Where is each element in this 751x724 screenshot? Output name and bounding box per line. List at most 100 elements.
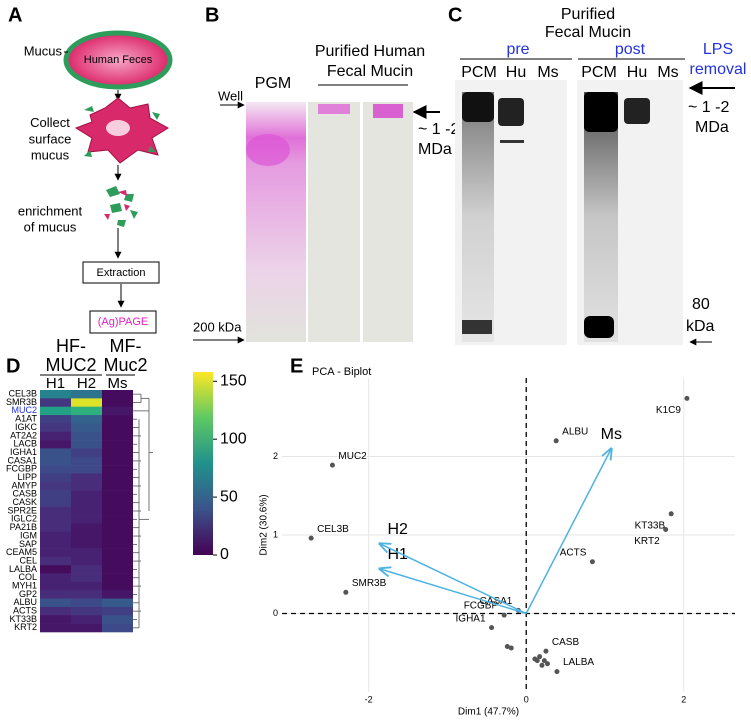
heat-cell	[71, 590, 102, 599]
row-label: COL	[18, 572, 37, 582]
heat-cell	[102, 448, 133, 458]
heat-cell	[40, 531, 71, 541]
row-label: GP2	[19, 589, 37, 599]
row-label: IGM	[20, 530, 37, 540]
heat-cell	[40, 515, 71, 524]
vector	[525, 449, 611, 614]
column-label: H2	[77, 375, 96, 392]
heat-cell	[71, 623, 102, 633]
label: Purified Human	[315, 43, 425, 60]
row-label: CEL3B	[8, 389, 37, 399]
heat-cell	[71, 423, 102, 433]
heat-cell	[40, 590, 71, 599]
heat-cell	[102, 540, 133, 549]
point	[668, 511, 674, 517]
heat-cell	[40, 540, 71, 549]
heat-cell	[40, 506, 71, 516]
group-label: MUC2	[45, 355, 96, 375]
chart-title: PCA - Biplot	[312, 366, 371, 378]
vector-label: Ms	[601, 426, 622, 443]
panel-letter: D	[6, 355, 20, 377]
label: 80	[692, 296, 710, 313]
heat-cell	[40, 581, 71, 591]
point	[544, 661, 550, 667]
heat-cell	[71, 431, 102, 441]
heat-cell	[71, 598, 102, 608]
heat-cell	[71, 440, 102, 449]
row-label: IGKC	[15, 422, 38, 432]
label: PGM	[255, 75, 291, 92]
label: Fecal Mucin	[327, 63, 413, 80]
label: post	[615, 41, 646, 58]
point	[539, 662, 545, 668]
row-label: LIPP	[17, 472, 37, 482]
heat-cell	[40, 565, 71, 574]
label: Collect	[30, 115, 70, 130]
x-tick-label: 0	[524, 694, 529, 704]
row-label: CASA1	[7, 455, 37, 465]
point-label: ACTS	[560, 547, 587, 558]
heat-cell	[71, 523, 102, 533]
label: of mucus	[24, 219, 77, 234]
panel-letter: A	[8, 4, 22, 26]
heat-cell	[102, 465, 133, 474]
label: Mucus	[24, 43, 63, 58]
label: Extraction	[97, 267, 146, 279]
heat-cell	[40, 398, 71, 407]
lane-label: Hu	[506, 64, 526, 81]
y-axis-label: Dim2 (30.6%)	[259, 494, 270, 555]
point-label: K1C9	[656, 405, 681, 416]
heat-cell	[71, 531, 102, 541]
label: LPS	[703, 41, 733, 58]
heat-cell	[40, 490, 71, 499]
heat-cell	[71, 390, 102, 399]
label: pre	[506, 41, 529, 58]
heat-cell	[40, 390, 71, 399]
label: ~ 1 -2	[688, 99, 729, 116]
row-label: FCGBP	[6, 464, 37, 474]
heat-cell	[102, 398, 133, 407]
point-label: ALBU	[562, 426, 588, 437]
row-label: SMR3B	[6, 397, 37, 407]
heat-cell	[40, 440, 71, 449]
heat-cell	[102, 523, 133, 533]
heat-cell	[40, 406, 71, 416]
point	[508, 645, 514, 651]
heat-cell	[71, 515, 102, 524]
row-label: SPR2E	[7, 505, 37, 515]
label: enrichment	[18, 203, 83, 218]
heat-cell	[71, 490, 102, 499]
heat-cell	[102, 598, 133, 608]
vector	[380, 544, 527, 615]
x-axis-label: Dim1 (47.7%)	[458, 707, 519, 718]
label: Purified	[561, 6, 615, 23]
heat-cell	[102, 406, 133, 416]
heat-cell	[71, 581, 102, 591]
point-label: MUC2	[338, 451, 367, 462]
group-label: HF-	[56, 336, 86, 356]
colorbar-tick-label: 0	[220, 546, 229, 563]
heat-cell	[102, 456, 133, 466]
lane-label: Ms	[537, 64, 558, 81]
row-label: AT2A2	[10, 430, 37, 440]
heat-cell	[102, 423, 133, 433]
row-label: CEAM5	[6, 547, 37, 557]
heat-cell	[102, 440, 133, 449]
row-label: A1AT	[15, 414, 37, 424]
row-label: IGLC2	[11, 514, 37, 524]
label: mucus	[31, 147, 70, 162]
box	[82, 261, 160, 284]
point-label: KT33B	[635, 520, 666, 531]
heat-cell	[102, 390, 133, 399]
heat-cell	[102, 506, 133, 516]
heat-cell	[71, 606, 102, 616]
heat-cell	[102, 556, 133, 566]
y-tick-label: 1	[273, 529, 278, 539]
heat-cell	[40, 498, 71, 508]
x-tick-label: 2	[681, 694, 686, 704]
point	[663, 527, 669, 533]
heat-cell	[102, 531, 133, 541]
heat-cell	[40, 415, 71, 424]
